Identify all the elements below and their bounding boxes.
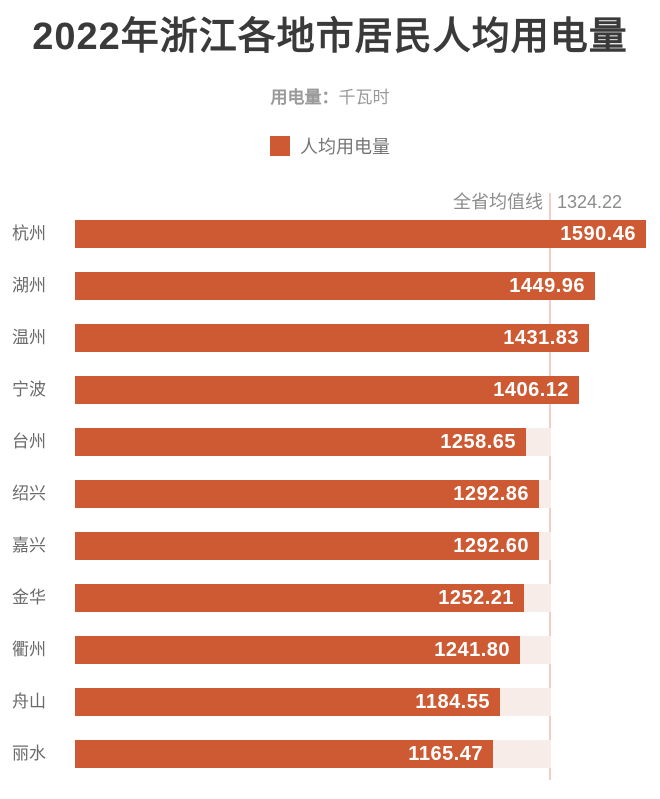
bar: 1241.80 bbox=[75, 636, 520, 664]
unit-label-value: 千瓦时 bbox=[338, 88, 390, 107]
value-label: 1292.86 bbox=[453, 483, 529, 505]
bar-chart: 全省均值线 1324.22 杭州 1590.46 湖州 1449.96 温州 1… bbox=[0, 184, 660, 794]
value-label: 1184.55 bbox=[415, 691, 490, 713]
category-label: 舟山 bbox=[12, 692, 46, 711]
value-label: 1449.96 bbox=[509, 275, 585, 297]
page-title: 2022年浙江各地市居民人均用电量 bbox=[32, 16, 628, 58]
bar: 1449.96 bbox=[75, 272, 595, 300]
average-line-value: 1324.22 bbox=[557, 192, 623, 212]
bar-row: 绍兴 1292.86 bbox=[0, 468, 660, 520]
category-label: 丽水 bbox=[12, 744, 46, 763]
category-label: 宁波 bbox=[12, 380, 46, 399]
bar-row: 嘉兴 1292.60 bbox=[0, 520, 660, 572]
value-label: 1258.65 bbox=[440, 431, 516, 453]
category-label: 金华 bbox=[12, 588, 46, 607]
bar-row: 温州 1431.83 bbox=[0, 312, 660, 364]
bar: 1292.60 bbox=[75, 532, 539, 560]
value-label: 1241.80 bbox=[434, 639, 510, 661]
value-label: 1431.83 bbox=[503, 327, 579, 349]
bar: 1590.46 bbox=[75, 220, 646, 248]
category-label: 台州 bbox=[12, 432, 46, 451]
bar-row: 台州 1258.65 bbox=[0, 416, 660, 468]
bar: 1184.55 bbox=[75, 688, 500, 716]
value-label: 1590.46 bbox=[560, 223, 636, 245]
legend-label: 人均用电量 bbox=[300, 137, 390, 157]
category-label: 湖州 bbox=[12, 276, 46, 295]
value-label: 1292.60 bbox=[453, 535, 529, 557]
category-label: 衢州 bbox=[12, 640, 46, 659]
bar: 1252.21 bbox=[75, 584, 524, 612]
bar-row: 舟山 1184.55 bbox=[0, 676, 660, 728]
value-label: 1165.47 bbox=[408, 743, 483, 765]
legend-swatch bbox=[270, 136, 290, 156]
bar: 1292.86 bbox=[75, 480, 539, 508]
bar-row: 金华 1252.21 bbox=[0, 572, 660, 624]
unit-label: 用电量：千瓦时 bbox=[0, 88, 660, 108]
value-label: 1252.21 bbox=[438, 587, 514, 609]
bar: 1406.12 bbox=[75, 376, 579, 404]
category-label: 温州 bbox=[12, 328, 46, 347]
bar-row: 衢州 1241.80 bbox=[0, 624, 660, 676]
unit-label-prefix: 用电量： bbox=[270, 88, 339, 107]
average-line-label: 全省均值线 bbox=[453, 192, 543, 212]
value-label: 1406.12 bbox=[493, 379, 569, 401]
bar: 1431.83 bbox=[75, 324, 589, 352]
category-label: 绍兴 bbox=[12, 484, 46, 503]
category-label: 嘉兴 bbox=[12, 536, 46, 555]
bar-rows: 杭州 1590.46 湖州 1449.96 温州 1431.83 宁波 1406… bbox=[0, 208, 660, 780]
bar-row: 丽水 1165.47 bbox=[0, 728, 660, 780]
bar: 1258.65 bbox=[75, 428, 526, 456]
bar-row: 杭州 1590.46 bbox=[0, 208, 660, 260]
bar-row: 宁波 1406.12 bbox=[0, 364, 660, 416]
legend: 人均用电量 bbox=[0, 136, 660, 157]
bar: 1165.47 bbox=[75, 740, 493, 768]
bar-row: 湖州 1449.96 bbox=[0, 260, 660, 312]
category-label: 杭州 bbox=[12, 224, 46, 243]
